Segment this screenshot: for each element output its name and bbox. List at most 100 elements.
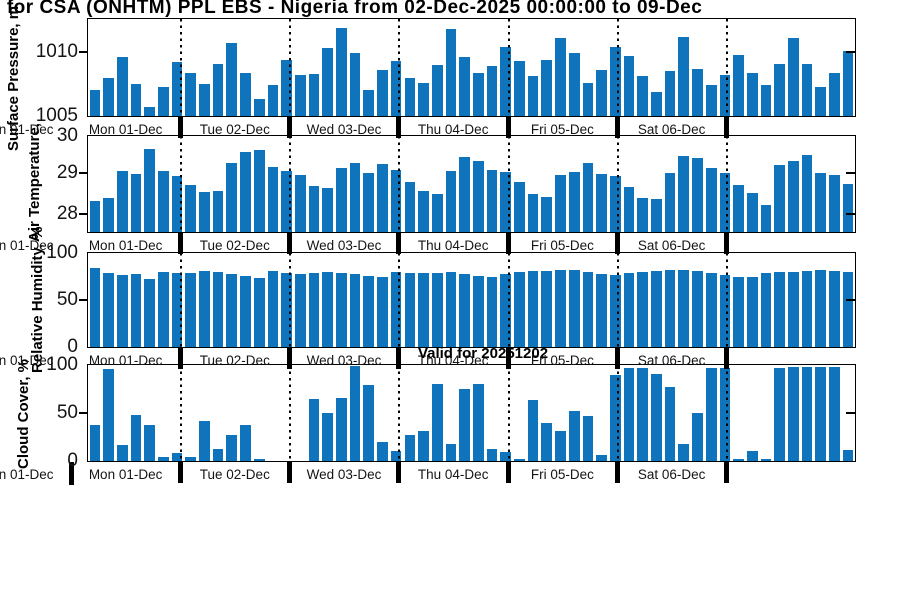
y-tick-label: 100 <box>46 354 78 375</box>
y-tick-label: 0 <box>67 336 78 357</box>
day-tickmark <box>614 233 620 254</box>
bar <box>418 82 429 116</box>
bar <box>363 90 375 116</box>
day-gridline <box>726 365 728 461</box>
y-tickmark-right <box>846 51 855 54</box>
bar <box>596 70 607 116</box>
bar <box>157 271 169 347</box>
bar <box>651 373 662 461</box>
day-gridline <box>180 365 182 461</box>
bar <box>199 84 210 116</box>
bar <box>377 441 388 461</box>
bar <box>527 194 539 232</box>
bar <box>377 163 388 232</box>
bar <box>322 271 334 347</box>
bar <box>212 448 224 461</box>
bar <box>89 424 101 461</box>
bar <box>89 268 101 347</box>
y-tickmark-right <box>846 299 855 301</box>
bar <box>363 385 375 461</box>
bar <box>144 279 155 347</box>
bar <box>568 411 580 461</box>
bar <box>103 198 114 232</box>
bar <box>514 61 525 116</box>
bar <box>527 270 539 347</box>
bar <box>390 61 402 116</box>
bar <box>363 172 375 232</box>
day-gridline <box>180 19 182 116</box>
panel-cloud-cover <box>87 364 856 462</box>
day-gridline <box>180 253 182 347</box>
bar <box>788 160 799 232</box>
bar <box>486 169 498 232</box>
bar <box>746 72 758 116</box>
day-gridline <box>726 19 728 116</box>
bar <box>829 174 840 232</box>
day-tickmark <box>287 462 293 483</box>
bar <box>336 27 347 116</box>
day-tickmark <box>505 348 511 369</box>
bar <box>514 459 525 461</box>
day-label: Tue 02-Dec <box>199 353 270 368</box>
day-label: Sat 06-Dec <box>637 467 706 482</box>
day-label: Tue 02-Dec <box>199 238 270 253</box>
bar <box>404 181 416 232</box>
day-label: Mon 01-Dec <box>88 467 163 482</box>
bar <box>486 276 498 347</box>
bar <box>705 85 717 116</box>
bar <box>664 269 676 347</box>
bar <box>445 271 457 347</box>
bar <box>733 459 744 461</box>
day-tickmark <box>396 233 402 254</box>
bar <box>555 38 566 116</box>
bar <box>719 75 731 116</box>
bar <box>390 169 402 232</box>
y-tickmark-left <box>79 212 88 215</box>
bar <box>527 399 539 461</box>
bar <box>459 389 470 461</box>
day-gridline <box>616 19 619 116</box>
panel-surface-pressure <box>87 18 856 117</box>
day-gridline <box>289 365 292 461</box>
panel-air-temperature <box>87 135 856 233</box>
bar <box>774 367 785 461</box>
bar <box>651 198 662 232</box>
bar <box>267 270 279 347</box>
bar <box>199 420 210 461</box>
bar <box>103 77 114 116</box>
bar <box>842 50 854 116</box>
bar <box>746 451 758 461</box>
bar <box>445 29 457 116</box>
bar <box>253 99 265 116</box>
bar <box>144 107 155 116</box>
bar <box>705 367 717 461</box>
bar <box>842 450 854 461</box>
day-tickmark <box>287 348 293 369</box>
bar <box>445 170 457 232</box>
bar <box>253 459 265 461</box>
bar <box>171 453 183 461</box>
bar <box>130 414 142 461</box>
day-label: Sat 06-Dec <box>637 238 706 253</box>
bar <box>637 271 649 347</box>
bar <box>336 167 347 232</box>
bar <box>801 270 813 347</box>
day-tickmark <box>724 462 729 483</box>
bar <box>459 157 470 232</box>
bar <box>719 172 731 232</box>
bar <box>568 269 580 347</box>
day-gridline <box>180 136 182 232</box>
bar <box>103 368 114 461</box>
bar <box>541 270 553 347</box>
day-label: Tue 02-Dec <box>199 122 270 137</box>
bar <box>445 443 457 461</box>
bar <box>486 66 498 116</box>
day-label: Thu 04-Dec <box>417 353 489 368</box>
day-label: Wed 03-Dec <box>306 353 382 368</box>
y-tick-label: 29 <box>56 161 78 183</box>
bar <box>199 270 210 347</box>
bar <box>514 271 525 347</box>
bar <box>294 174 306 232</box>
day-tickmark <box>69 462 74 485</box>
